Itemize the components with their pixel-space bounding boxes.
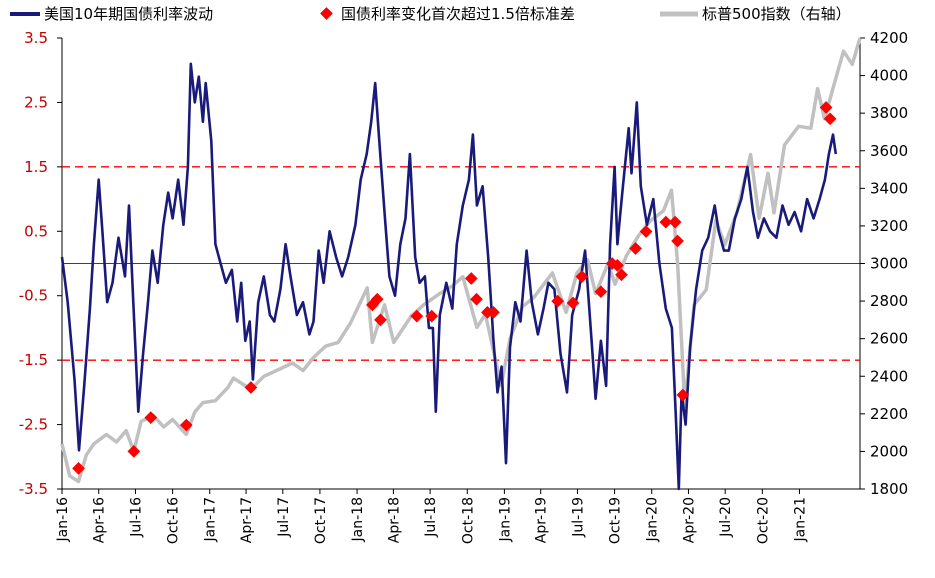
x-tick-label: Oct-18 (460, 497, 476, 544)
left-tick-label: 2.5 (24, 93, 48, 111)
x-tick-label: Apr-17 (239, 497, 255, 543)
legend-swatch-events (320, 7, 333, 20)
legend-item-events: 国债利率变化首次超过1.5倍标准差 (320, 5, 575, 23)
right-tick-label: 2000 (870, 442, 908, 460)
right-tick-label: 2800 (870, 292, 908, 310)
event-marker (179, 418, 193, 432)
left-tick-label: -0.5 (19, 287, 48, 305)
x-tick-label: Jul-20 (718, 497, 734, 538)
event-marker (72, 461, 85, 475)
x-tick-label: Jan-20 (645, 497, 661, 542)
right-tick-label: 2400 (870, 367, 908, 385)
x-tick-label: Oct-17 (313, 497, 329, 544)
event-marker (668, 215, 682, 229)
legend-item-sp500: 标普500指数（右轴） (660, 5, 851, 23)
x-tick-label: Jan-17 (203, 497, 219, 542)
event-marker (464, 272, 478, 285)
x-tick-label: Oct-20 (755, 497, 771, 544)
event-marker (639, 225, 653, 238)
x-tick-label: Oct-19 (608, 497, 624, 544)
right-tick-label: 3000 (870, 255, 908, 273)
event-marker (127, 445, 141, 458)
event-marker (144, 411, 158, 424)
left-tick-label: 0.5 (24, 222, 48, 240)
event-marker (629, 242, 642, 255)
right-tick-label: 3600 (870, 142, 908, 160)
legend-item-yield: 美国10年期国债利率波动 (10, 5, 213, 23)
event-marker (244, 381, 258, 394)
right-tick-label: 3800 (870, 104, 908, 122)
x-tick-label: Apr-20 (681, 497, 697, 543)
legend-label-sp500: 标普500指数（右轴） (702, 5, 851, 23)
left-tick-label: 1.5 (24, 158, 48, 176)
x-tick-label: Oct-16 (166, 497, 182, 544)
legend-label-events: 国债利率变化首次超过1.5倍标准差 (341, 5, 575, 23)
x-tick-label: Jul-17 (276, 497, 292, 538)
x-tick-label: Jan-19 (497, 497, 513, 542)
right-tick-label: 4000 (870, 67, 908, 85)
event-marker (671, 234, 684, 248)
x-tick-label: Jul-18 (423, 497, 439, 538)
event-marker (470, 292, 483, 306)
x-tick-label: Jan-21 (792, 497, 808, 542)
left-tick-label: -3.5 (19, 480, 48, 498)
right-tick-label: 2600 (870, 330, 908, 348)
right-tick-label: 3200 (870, 217, 908, 235)
plot-area: 3.5 2.5 1.5 0.5 -0.5 -1.5 -2.5 -3.5 4200 4000 3800… (19, 29, 908, 544)
left-tick-label: -2.5 (19, 416, 48, 434)
x-tick-label: Jan-18 (350, 497, 366, 542)
right-tick-label: 2200 (870, 405, 908, 423)
x-tick-label: Jan-16 (55, 497, 71, 543)
right-tick-label: 3400 (870, 179, 908, 197)
left-tick-label: 3.5 (24, 29, 48, 47)
chart-legend: 美国10年期国债利率波动 国债利率变化首次超过1.5倍标准差 标普500指数（右… (10, 5, 851, 23)
yield-volatility-line (60, 62, 838, 491)
event-marker (374, 313, 387, 327)
x-tick-label: Apr-16 (92, 497, 108, 543)
right-tick-label: 1800 (870, 480, 908, 498)
x-tick-label: Apr-18 (386, 497, 402, 543)
right-tick-label: 4200 (870, 29, 908, 47)
left-tick-label: -1.5 (19, 351, 48, 369)
event-marker (425, 309, 439, 323)
sp500-line (60, 37, 862, 484)
x-tick-label: Apr-19 (534, 497, 550, 543)
event-marker (370, 292, 384, 306)
x-tick-label: Jul-19 (570, 497, 586, 538)
x-tick-label: Jul-16 (128, 497, 144, 538)
event-marker (410, 309, 424, 323)
event-marker (487, 305, 500, 319)
legend-label-yield: 美国10年期国债利率波动 (44, 5, 213, 23)
